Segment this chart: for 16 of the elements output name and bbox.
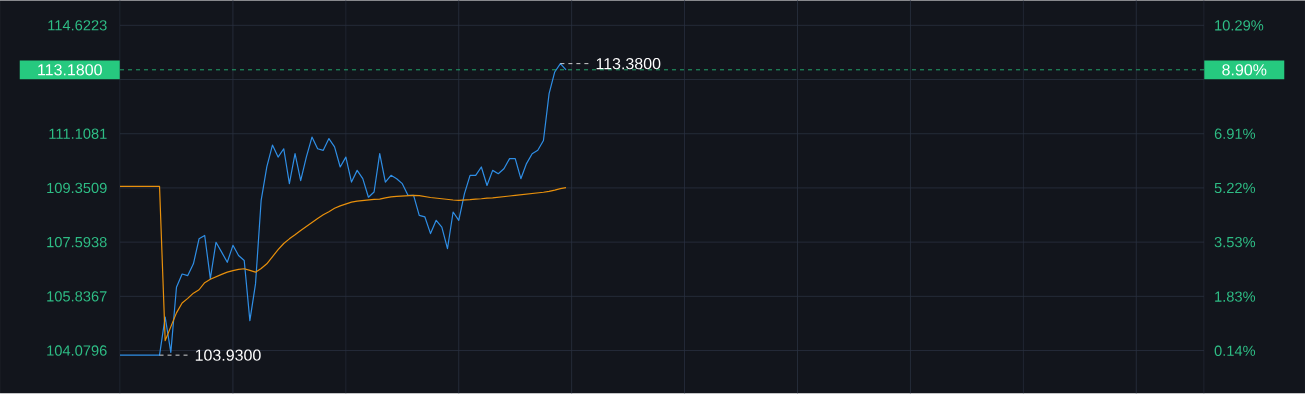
- annotation: 103.9300: [195, 349, 261, 361]
- y2-tick-label: 10.29%: [1215, 20, 1264, 31]
- annotation: 113.3800: [596, 58, 661, 70]
- ref-line-label: 113.1800: [38, 64, 102, 76]
- y-tick-label: 105.8367: [47, 291, 107, 302]
- y-tick-label: 111.1081: [49, 128, 107, 140]
- y2-tick-label: 3.53%: [1214, 237, 1256, 248]
- y-tick-label: 109.3509: [47, 182, 107, 194]
- y-tick-label: 114.6223: [48, 20, 107, 31]
- y2-tick-label: 0.14%: [1214, 345, 1256, 357]
- y-tick-label: 104.0796: [47, 345, 107, 356]
- y2-tick-label: 1.83%: [1215, 291, 1256, 302]
- text: 8.90%: [1222, 64, 1267, 76]
- y2-tick-label: 6.91%: [1214, 128, 1256, 140]
- y-tick-label: 107.5938: [47, 237, 107, 248]
- y2-tick-label: 5.22%: [1214, 182, 1256, 194]
